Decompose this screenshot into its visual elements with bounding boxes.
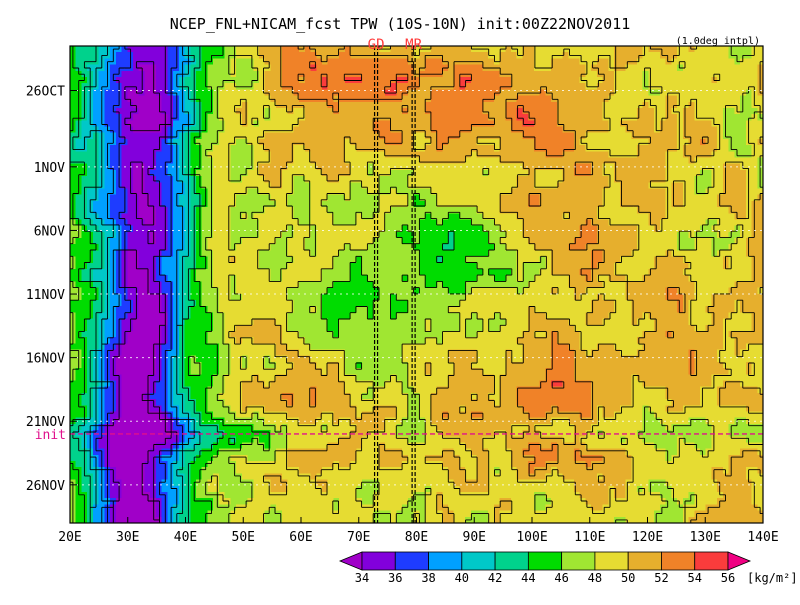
colorbar: 34 36 38 40 42 44 46 48 50 52 54 56 (338, 551, 752, 585)
x-tick-label: 110E (574, 530, 605, 545)
colorbar-swatch (494, 551, 529, 571)
colorbar-high-arrow (727, 551, 752, 571)
colorbar-swatch (627, 551, 662, 571)
x-tick-label: 60E (289, 530, 312, 545)
colorbar-label: 48 (588, 571, 602, 585)
colorbar-low-arrow (338, 551, 363, 571)
interpolation-note: (1.0deg intpl) (676, 36, 760, 47)
y-tick-label: 21NOV (26, 415, 65, 430)
colorbar-swatch (461, 551, 496, 571)
y-tick-label: 26NOV (26, 479, 65, 494)
colorbar-label: 52 (654, 571, 668, 585)
colorbar-swatch (527, 551, 563, 571)
x-tick-label: 20E (58, 530, 81, 545)
y-tick-label: 11NOV (26, 288, 65, 303)
marker-label: MR (405, 37, 422, 53)
colorbar-swatch (561, 551, 596, 571)
colorbar-label: 46 (554, 571, 568, 585)
colorbar-label: 44 (521, 571, 535, 585)
contour-lines (70, 46, 763, 523)
colorbar-label: 36 (388, 571, 402, 585)
init-label: init (35, 428, 66, 443)
x-tick-label: 130E (690, 530, 721, 545)
y-axis: 26OCT 1NOV 6NOV 11NOV 16NOV 21NOV 26NOV (26, 85, 77, 494)
x-tick-label: 90E (463, 530, 486, 545)
colorbar-unit: [kg/m²] (747, 571, 798, 585)
chart-title: NCEP_FNL+NICAM_fcst TPW (10S-10N) init:0… (170, 15, 631, 33)
y-tick-label: 26OCT (26, 85, 65, 100)
x-tick-label: 30E (116, 530, 139, 545)
colorbar-swatch (394, 551, 429, 571)
colorbar-swatch (428, 551, 463, 571)
y-tick-label: 6NOV (34, 224, 65, 239)
x-tick-label: 40E (174, 530, 197, 545)
colorbar-label: 56 (721, 571, 735, 585)
colorbar-label: 40 (455, 571, 469, 585)
y-tick-label: 1NOV (34, 161, 65, 176)
overlay-lines (70, 46, 763, 523)
colorbar-swatch (694, 551, 729, 571)
x-tick-label: 100E (516, 530, 547, 545)
colorbar-swatch (361, 551, 396, 571)
x-tick-label: 80E (405, 530, 428, 545)
colorbar-label: 50 (621, 571, 635, 585)
x-tick-label: 120E (632, 530, 663, 545)
x-tick-label: 50E (232, 530, 255, 545)
marker-labels: GD MR (368, 37, 423, 53)
x-tick-label: 140E (747, 530, 778, 545)
colorbar-label: 34 (355, 571, 369, 585)
colorbar-label: 38 (421, 571, 435, 585)
tpw-contours (70, 46, 763, 523)
colorbar-label: 42 (488, 571, 502, 585)
x-tick-label: 70E (347, 530, 370, 545)
colorbar-swatch (594, 551, 629, 571)
tpw-field (70, 46, 763, 523)
y-tick-label: 16NOV (26, 352, 65, 367)
colorbar-swatch (661, 551, 696, 571)
marker-label: GD (368, 37, 385, 53)
tpw-raster (70, 46, 763, 523)
colorbar-label: 54 (688, 571, 702, 585)
x-axis: 20E 30E 40E 50E 60E 70E 80E 90E 100E 110E 120E 130E… (58, 517, 779, 545)
